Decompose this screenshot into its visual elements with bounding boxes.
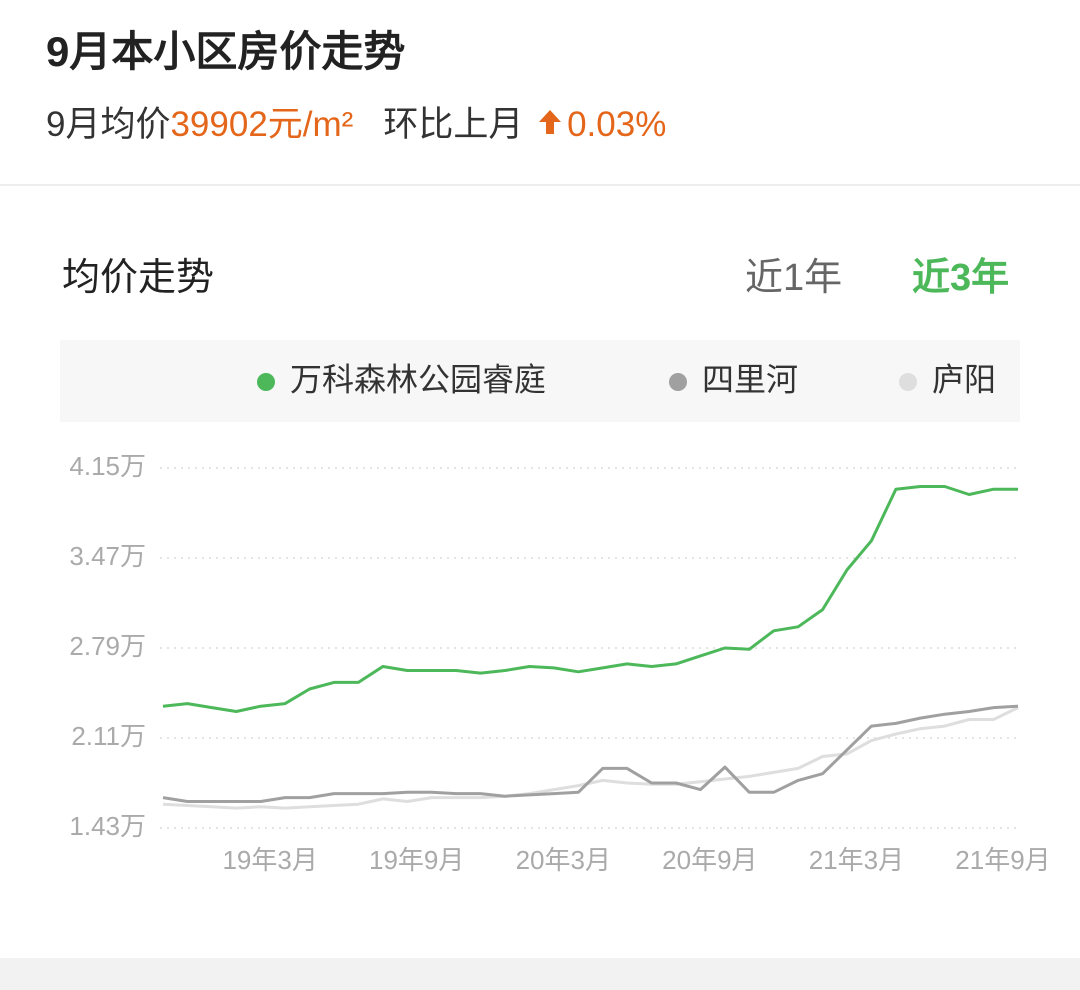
range-tab[interactable]: 近3年	[912, 257, 1009, 299]
mom-change: 0.03%	[567, 105, 667, 144]
section-title: 均价走势	[62, 257, 214, 299]
x-tick-label: 19年3月	[222, 845, 317, 875]
y-tick-label: 3.47万	[69, 541, 146, 571]
x-tick-label: 21年9月	[955, 845, 1050, 875]
up-arrow	[539, 110, 562, 134]
x-tick-label: 19年9月	[369, 845, 464, 875]
x-tick-label: 20年9月	[662, 845, 757, 875]
footer-band	[0, 958, 1080, 990]
y-tick-label: 2.11万	[71, 721, 146, 751]
price-summary: 9月均价39902元/m² 环比上月 0.03%	[46, 96, 666, 147]
legend-marker	[257, 373, 275, 391]
x-tick-label: 21年3月	[809, 845, 904, 875]
legend-marker	[669, 373, 687, 391]
legend-label: 庐阳	[932, 361, 996, 397]
avg-price: 39902元/m²	[170, 105, 354, 144]
x-tick-label: 20年3月	[516, 845, 611, 875]
series-line	[162, 485, 1018, 713]
page-title: 9月本小区房价走势	[46, 28, 406, 75]
mom-label: 环比上月	[383, 105, 524, 144]
series-line	[162, 706, 1019, 810]
y-tick-label: 1.43万	[69, 811, 146, 841]
range-tab[interactable]: 近1年	[745, 257, 842, 299]
y-tick-label: 2.79万	[69, 631, 146, 661]
avg-label: 9月均价	[46, 105, 171, 144]
series-line	[162, 704, 1019, 803]
legend-box	[60, 340, 1020, 422]
y-tick-label: 4.15万	[69, 451, 146, 481]
legend-label: 万科森林公园睿庭	[290, 361, 546, 397]
legend-marker	[899, 373, 917, 391]
legend-label: 四里河	[702, 361, 798, 397]
separator	[0, 184, 1080, 186]
